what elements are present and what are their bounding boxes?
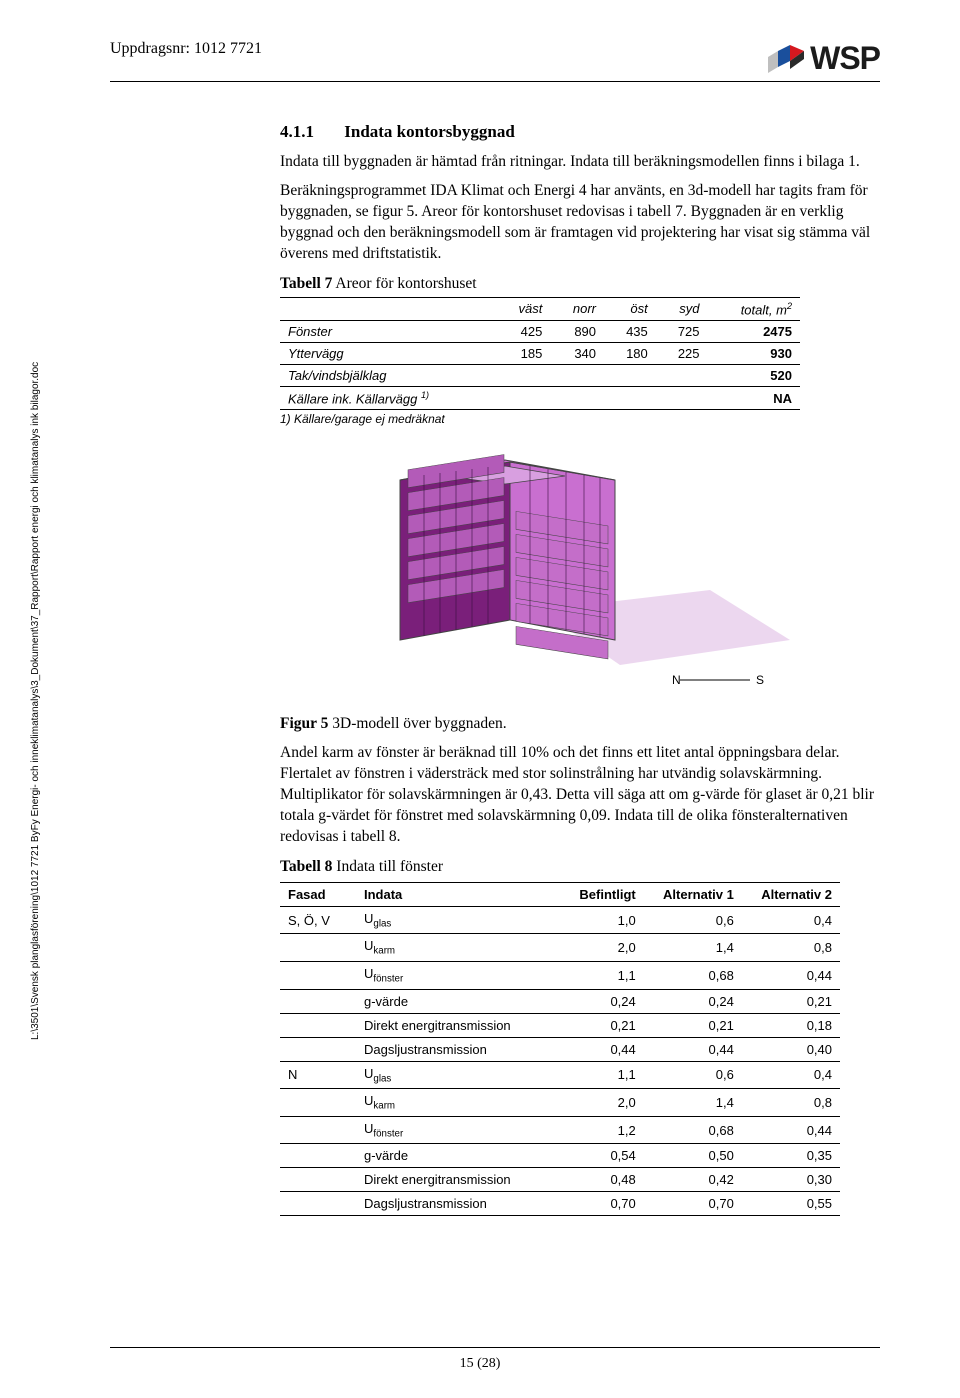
table-row: Ufönster1,20,680,44 [280, 1116, 840, 1144]
paragraph-3: Andel karm av fönster är beräknad till 1… [280, 743, 880, 848]
table7-footnote: 1) Källare/garage ej medräknat [280, 412, 880, 426]
section-heading: 4.1.1 Indata kontorsbyggnad [280, 122, 880, 142]
table-row: S, Ö, VUglas1,00,60,4 [280, 906, 840, 934]
table-row: Ukarm2,01,40,8 [280, 934, 840, 962]
header-rule [110, 81, 880, 82]
wsp-logo: WSP [768, 40, 880, 77]
document-path: L:\3501\Svensk planglasförening\1012 772… [30, 362, 41, 1040]
page-header: Uppdragsnr: 1012 7721 WSP [110, 40, 880, 77]
table7: väst norr öst syd totalt, m2 Fönster 425… [280, 297, 800, 411]
paragraph-2: Beräkningsprogrammet IDA Klimat och Ener… [280, 181, 880, 265]
paragraph-1: Indata till byggnaden är hämtad från rit… [280, 152, 880, 173]
compass-n-label: N [672, 673, 681, 687]
page-number: 15 (28) [0, 1356, 960, 1372]
section-number: 4.1.1 [280, 122, 340, 142]
wsp-logo-text: WSP [810, 40, 880, 77]
table-row: Ukarm2,01,40,8 [280, 1089, 840, 1117]
figure5-caption: Figur 5 3D-modell över byggnaden. [280, 714, 880, 735]
table-row: g-värde0,240,240,21 [280, 989, 840, 1013]
table-row: Källare ink. Källarvägg 1) NA [280, 386, 800, 409]
table-row: Direkt energitransmission0,210,210,18 [280, 1013, 840, 1037]
table-row: Ufönster1,10,680,44 [280, 961, 840, 989]
table-row: Dagsljustransmission0,440,440,40 [280, 1037, 840, 1061]
table-row: Yttervägg 185 340 180 225 930 [280, 342, 800, 364]
table-row: g-värde0,540,500,35 [280, 1144, 840, 1168]
table-row: Dagsljustransmission0,700,700,55 [280, 1192, 840, 1216]
table8: Fasad Indata Befintligt Alternativ 1 Alt… [280, 882, 840, 1217]
table-row: Tak/vindsbjälklag 520 [280, 364, 800, 386]
table-row: Fönster 425 890 435 725 2475 [280, 320, 800, 342]
table8-caption: Tabell 8 Indata till fönster [280, 858, 880, 876]
section-title-text: Indata kontorsbyggnad [344, 122, 515, 141]
table-row: NUglas1,10,60,4 [280, 1061, 840, 1089]
footer-rule [110, 1347, 880, 1348]
wsp-logo-mark [768, 45, 804, 73]
building-3d-figure: N S [280, 440, 800, 700]
table7-caption: Tabell 7 Areor för kontorshuset [280, 275, 880, 293]
table-row: Direkt energitransmission0,480,420,30 [280, 1168, 840, 1192]
compass-s-label: S [756, 673, 764, 687]
assignment-number: Uppdragsnr: 1012 7721 [110, 40, 262, 58]
